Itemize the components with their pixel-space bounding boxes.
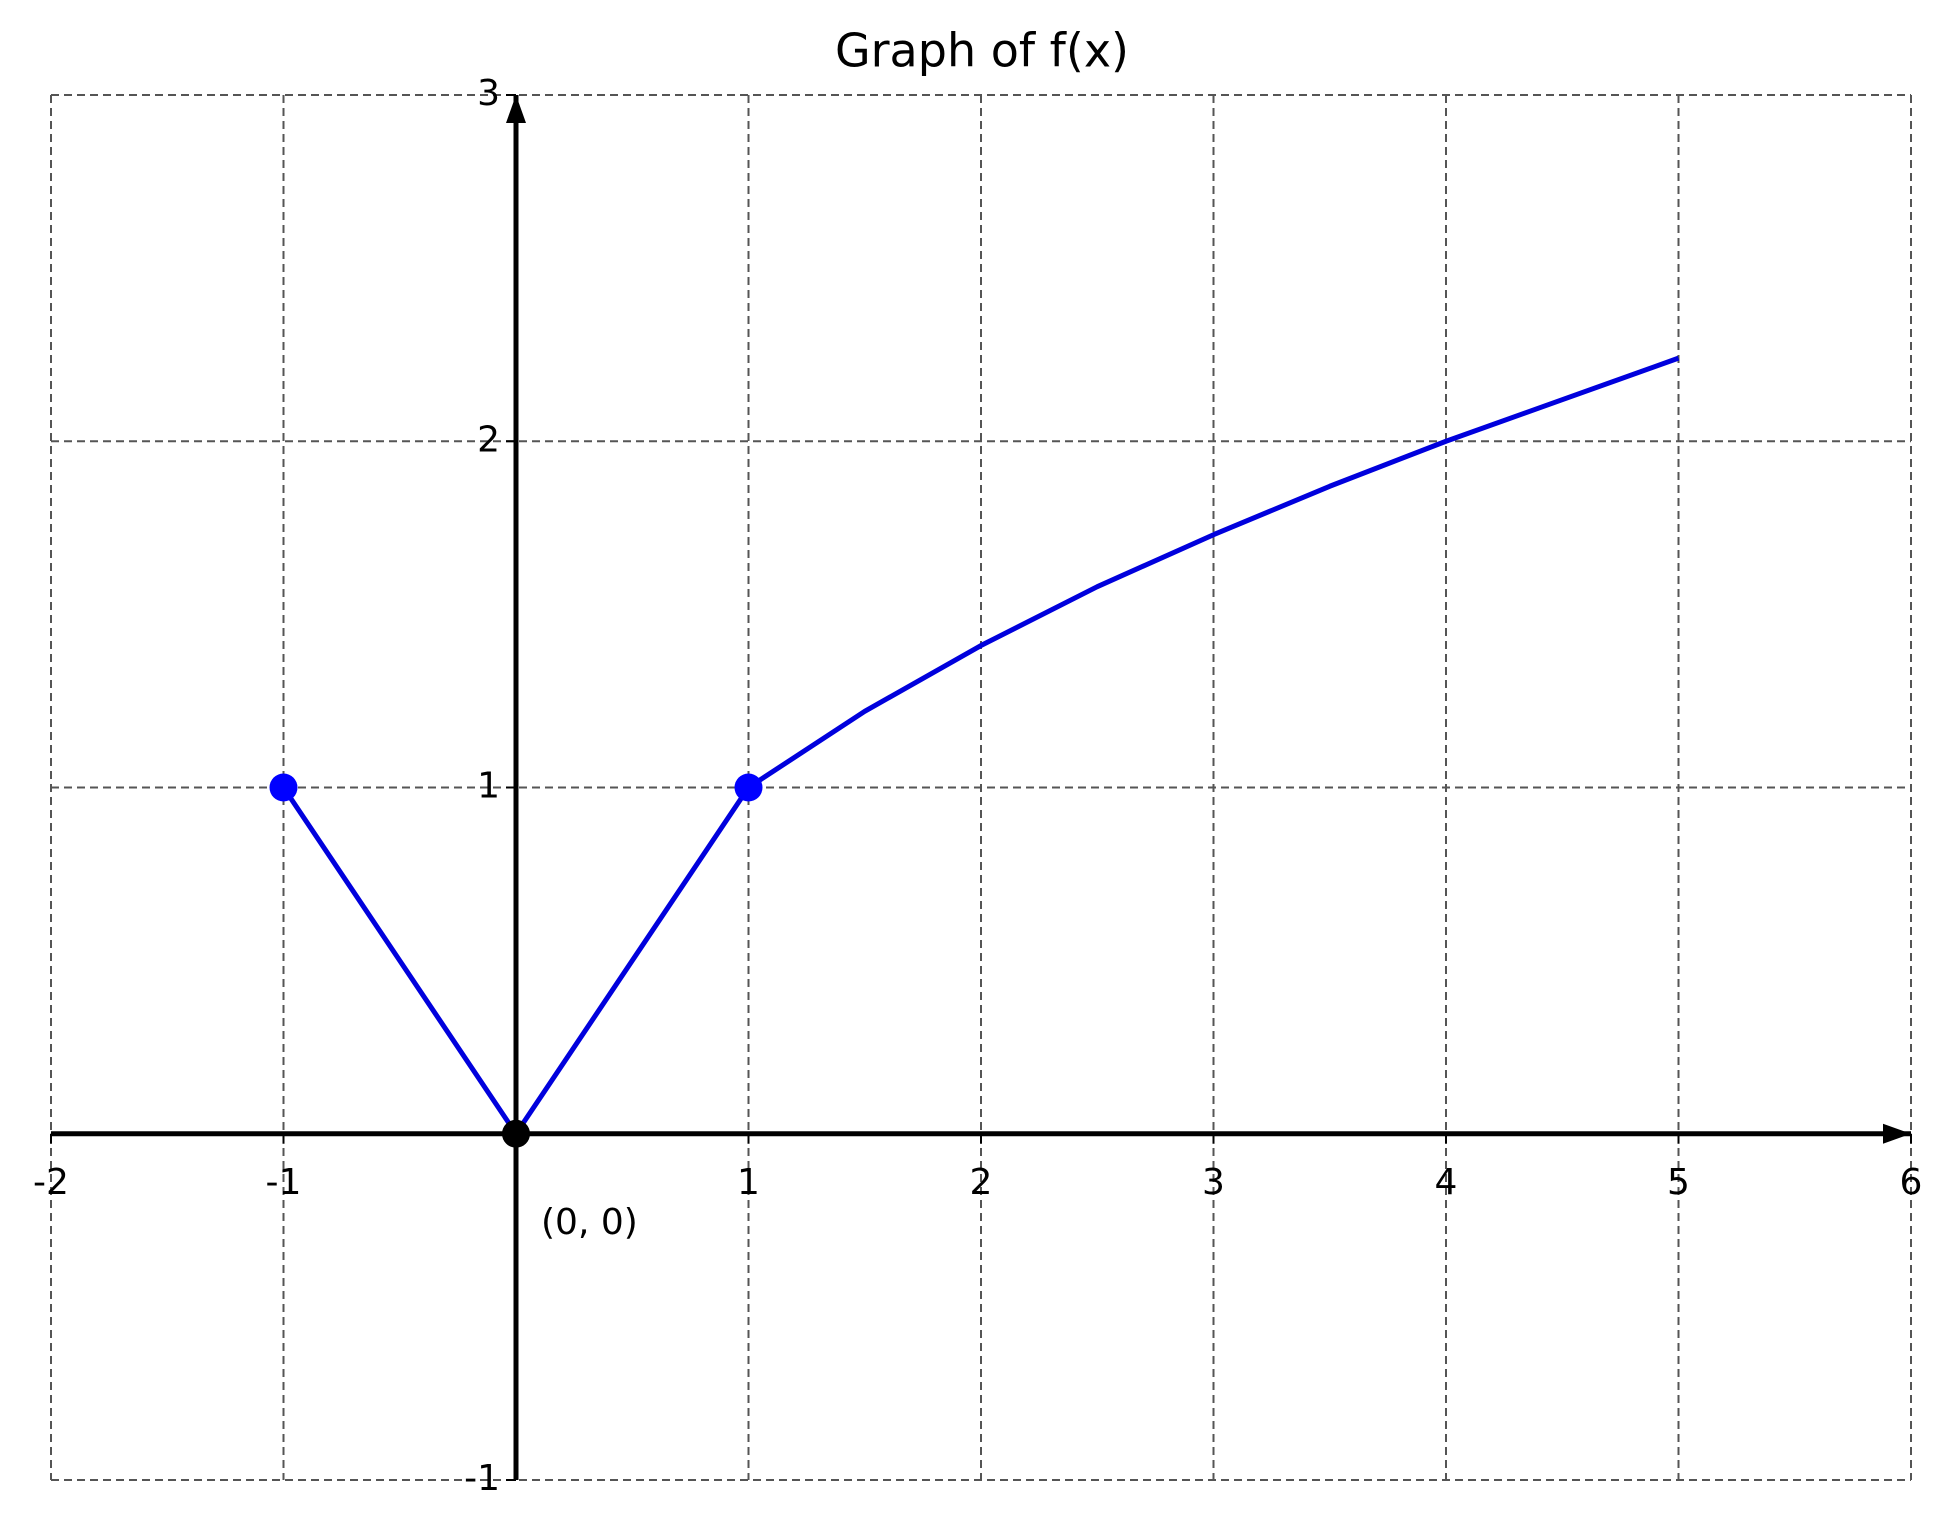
x-tick-label: -2	[33, 1162, 69, 1203]
y-tick-label: 2	[477, 419, 500, 460]
y-axis-arrow	[506, 95, 526, 123]
x-tick-label: -1	[266, 1162, 302, 1203]
annotation: (0, 0)	[541, 1202, 638, 1243]
x-tick-label: 6	[1900, 1162, 1923, 1203]
y-tick-label: 1	[477, 766, 500, 807]
point-marker	[502, 1119, 530, 1148]
x-tick-label: 1	[737, 1162, 760, 1203]
data-line	[281, 355, 1680, 1137]
y-tick-label: 3	[477, 73, 500, 114]
point-marker	[269, 773, 298, 802]
x-tick-label: 5	[1667, 1162, 1690, 1203]
x-axis-arrow	[1883, 1123, 1911, 1144]
point-marker	[734, 773, 763, 802]
x-tick-label: 4	[1435, 1162, 1458, 1203]
chart-title: Graph of f(x)	[835, 24, 1129, 78]
x-tick-label: 2	[970, 1162, 993, 1203]
y-tick-label: -1	[464, 1458, 500, 1499]
x-tick-label: 3	[1202, 1162, 1225, 1203]
